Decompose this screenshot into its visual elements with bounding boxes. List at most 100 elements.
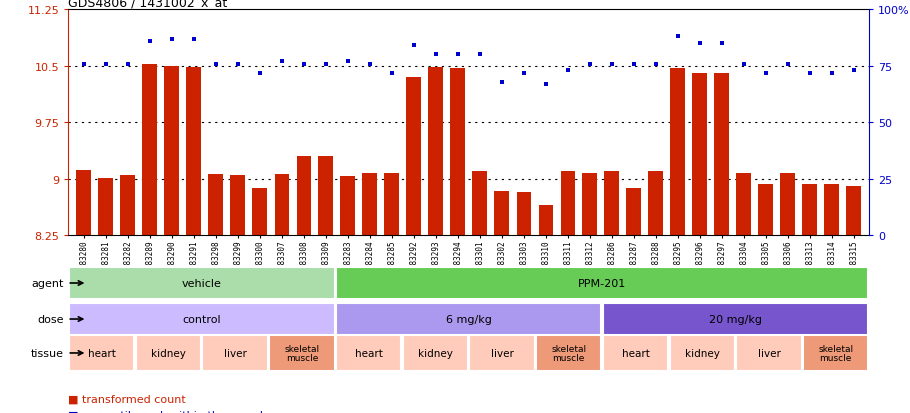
Bar [297,157,311,235]
Bar [340,176,355,235]
Bar [336,335,401,371]
Point [208,61,223,68]
Bar [336,303,602,335]
Text: heart: heart [622,348,650,358]
Bar [69,267,335,299]
Text: kidney: kidney [151,348,186,358]
Bar [336,267,868,299]
Bar [269,335,335,371]
Bar [252,188,267,235]
Bar [649,172,662,235]
Text: kidney: kidney [685,348,720,358]
Bar [472,172,487,235]
Point [275,59,289,65]
Point [318,61,333,68]
Point [539,81,553,88]
Bar [120,176,135,235]
Point [781,61,795,68]
Bar [604,172,619,235]
Text: skeletal
muscle: skeletal muscle [818,344,854,363]
Point [516,70,531,77]
Point [450,52,465,59]
Bar [626,188,641,235]
Bar [208,175,223,235]
Point [98,61,113,68]
Point [582,61,597,68]
Text: ■ percentile rank within the sample: ■ percentile rank within the sample [68,411,270,413]
Bar [202,335,268,371]
Bar [602,335,668,371]
Bar [98,178,113,235]
Text: ■ transformed count: ■ transformed count [68,394,186,404]
Text: PPM-201: PPM-201 [578,278,626,288]
Bar [561,172,575,235]
Point [76,61,91,68]
Bar [69,335,135,371]
Point [824,70,839,77]
Bar [69,303,335,335]
Point [736,61,751,68]
Bar [671,69,685,235]
Text: GDS4806 / 1431002_x_at: GDS4806 / 1431002_x_at [68,0,228,9]
Point [165,36,179,43]
Bar [494,192,509,235]
Bar [76,170,91,235]
Text: 6 mg/kg: 6 mg/kg [446,314,491,324]
Point [297,61,311,68]
Bar [803,335,868,371]
Point [230,61,245,68]
Text: agent: agent [31,278,64,288]
Point [384,70,399,77]
Bar [385,173,399,235]
Text: liver: liver [224,348,247,358]
Bar [759,184,773,235]
Point [626,61,641,68]
Text: 20 mg/kg: 20 mg/kg [709,314,762,324]
Bar [736,173,751,235]
Bar [429,68,443,235]
Point [340,59,355,65]
Bar [187,67,201,235]
Text: tissue: tissue [31,348,64,358]
Point [252,70,267,77]
Point [846,68,861,74]
Bar [536,335,602,371]
Text: heart: heart [355,348,382,358]
Bar [693,74,707,235]
Bar [846,187,861,235]
Bar [781,173,794,235]
Point [362,61,377,68]
Bar [602,303,868,335]
Bar [470,335,535,371]
Bar [275,175,288,235]
Text: liver: liver [757,348,781,358]
Bar [539,205,552,235]
Point [494,79,509,85]
Text: skeletal
muscle: skeletal muscle [551,344,586,363]
Bar [402,335,468,371]
Point [758,70,773,77]
Point [604,61,619,68]
Bar [670,335,735,371]
Point [407,43,421,50]
Text: control: control [182,314,221,324]
Bar [362,173,377,235]
Bar [450,69,465,235]
Bar [136,335,201,371]
Bar [803,184,817,235]
Bar [165,66,178,235]
Bar [714,74,729,235]
Point [561,68,575,74]
Point [671,34,685,40]
Bar [517,192,531,235]
Point [472,52,487,59]
Text: kidney: kidney [418,348,452,358]
Bar [318,157,333,235]
Text: vehicle: vehicle [182,278,222,288]
Point [142,38,157,45]
Bar [407,78,420,235]
Point [187,36,201,43]
Text: liver: liver [490,348,513,358]
Point [120,61,135,68]
Text: dose: dose [37,314,64,324]
